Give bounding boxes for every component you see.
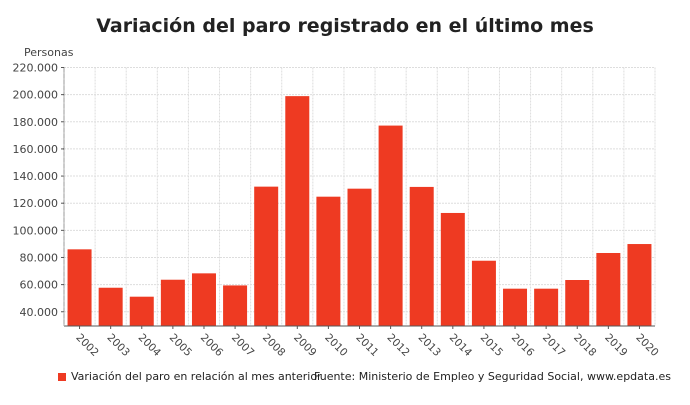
bar xyxy=(347,188,372,326)
bar xyxy=(409,186,434,326)
legend-swatch xyxy=(58,372,66,381)
bar xyxy=(223,285,248,326)
y-tick-label: 200.000 xyxy=(13,89,59,102)
bar xyxy=(440,212,465,326)
x-tick-label: 2016 xyxy=(509,332,537,360)
x-tick-label: 2009 xyxy=(291,332,318,359)
bar xyxy=(98,287,123,326)
source-note: Fuente: Ministerio de Empleo y Seguridad… xyxy=(314,370,671,383)
bar xyxy=(503,288,528,326)
x-tick-label: 2005 xyxy=(167,332,194,359)
x-tick-label: 2020 xyxy=(633,332,660,359)
y-tick-label: 220.000 xyxy=(13,62,59,75)
x-tick-label: 2002 xyxy=(73,332,100,359)
bar xyxy=(160,279,185,326)
bar xyxy=(129,296,154,326)
x-tick-label: 2008 xyxy=(260,332,287,359)
x-tick-label: 2011 xyxy=(353,332,380,359)
bar xyxy=(534,288,559,326)
x-tick-label: 2004 xyxy=(136,332,164,360)
x-tick-label: 2019 xyxy=(602,332,629,359)
y-tick-label: 40.000 xyxy=(20,306,59,319)
y-tick-label: 60.000 xyxy=(20,279,59,292)
bar xyxy=(67,249,92,326)
x-tick-label: 2003 xyxy=(105,332,132,359)
x-tick-label: 2017 xyxy=(540,332,567,359)
bar xyxy=(316,196,341,326)
x-tick-label: 2015 xyxy=(478,332,505,359)
x-tick-label: 2012 xyxy=(384,332,411,359)
legend: Variación del paro en relación al mes an… xyxy=(58,370,322,383)
y-axis-label: Personas xyxy=(24,46,74,59)
x-tick-label: 2018 xyxy=(571,332,598,359)
y-tick-label: 120.000 xyxy=(13,197,59,210)
bar xyxy=(627,244,652,326)
y-tick-label: 100.000 xyxy=(13,224,59,237)
y-tick-label: 180.000 xyxy=(13,116,59,129)
bar xyxy=(471,260,496,326)
x-tick-label: 2014 xyxy=(447,332,475,360)
y-tick-label: 80.000 xyxy=(20,251,59,264)
bar xyxy=(191,273,216,326)
x-tick-label: 2007 xyxy=(229,332,256,359)
x-tick-label: 2010 xyxy=(322,332,349,359)
bar xyxy=(254,186,279,326)
bar xyxy=(285,96,310,326)
bar xyxy=(565,279,590,326)
x-tick-label: 2006 xyxy=(198,332,226,360)
y-tick-label: 140.000 xyxy=(13,170,59,183)
bar xyxy=(378,125,403,326)
legend-label: Variación del paro en relación al mes an… xyxy=(71,370,322,383)
x-tick-label: 2013 xyxy=(416,332,443,359)
chart-title: Variación del paro registrado en el últi… xyxy=(96,15,594,37)
bar xyxy=(596,252,621,326)
y-tick-label: 160.000 xyxy=(13,143,59,156)
